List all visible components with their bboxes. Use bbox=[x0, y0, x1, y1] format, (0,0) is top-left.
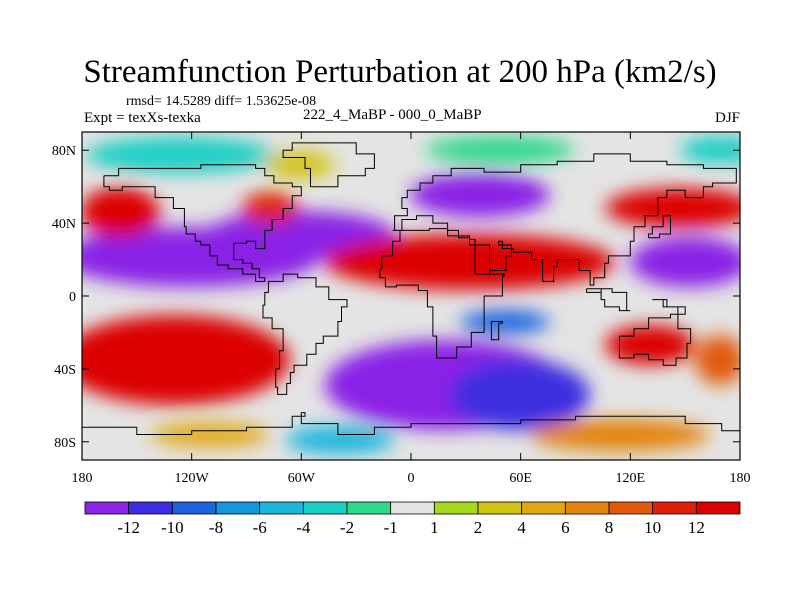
colorbar-label: 4 bbox=[517, 518, 526, 537]
stats-text: rmsd= 14.5289 diff= 1.53625e-08 bbox=[126, 94, 317, 109]
experiment-label: Expt = texXs-texka bbox=[84, 110, 201, 126]
lat-tick-label: 80S bbox=[54, 436, 76, 451]
lat-tick-label: 80N bbox=[52, 144, 76, 159]
plot-title: Streamfunction Perturbation at 200 hPa (… bbox=[83, 54, 717, 90]
coastline-segment bbox=[392, 153, 737, 286]
colorbar-label: 6 bbox=[561, 518, 570, 537]
contour-region bbox=[82, 187, 160, 237]
colorbar-swatch bbox=[302, 501, 348, 515]
colorbar-label: 8 bbox=[605, 518, 614, 537]
coastline-segment bbox=[652, 299, 686, 315]
contour-region bbox=[695, 335, 740, 385]
colorbar-swatch bbox=[390, 501, 435, 515]
coastlines bbox=[82, 142, 740, 435]
lon-tick-label: 180 bbox=[72, 471, 93, 486]
lat-tick-label: 40N bbox=[52, 217, 76, 232]
colorbar-swatch bbox=[259, 501, 304, 515]
streamfunction-field bbox=[82, 136, 740, 454]
colorbar-swatch bbox=[128, 501, 173, 515]
lat-tick-label: 40S bbox=[54, 363, 76, 378]
contour-region bbox=[630, 237, 740, 287]
contour-region bbox=[85, 137, 275, 173]
colorbar-swatch bbox=[564, 501, 610, 515]
contour-region bbox=[285, 426, 395, 454]
lat-tick-label: 0 bbox=[69, 290, 76, 305]
colorbar-label: 12 bbox=[688, 518, 705, 537]
season-label: DJF bbox=[714, 110, 740, 126]
colorbar-label: 2 bbox=[474, 518, 483, 537]
colorbar-label: -10 bbox=[161, 518, 184, 537]
colorbar-swatch bbox=[608, 501, 654, 515]
coastline-segment bbox=[618, 313, 692, 366]
colorbar-label: -2 bbox=[340, 518, 354, 537]
contour-region bbox=[150, 423, 270, 447]
coastline-segment bbox=[379, 228, 505, 359]
lon-tick-label: 120E bbox=[616, 471, 646, 486]
colorbar-label: -12 bbox=[117, 518, 140, 537]
contour-region bbox=[205, 211, 395, 259]
axis-ticks: 180 120W 60W 0 60E 120E 180 80N 40N 0 40S 80S bbox=[52, 132, 751, 486]
colorbar-swatch bbox=[171, 501, 217, 515]
contour-region bbox=[680, 136, 740, 164]
colorbar-label: 1 bbox=[430, 518, 439, 537]
contour-region bbox=[82, 315, 290, 405]
colorbar-swatch bbox=[346, 501, 392, 515]
colorbar-label: -4 bbox=[296, 518, 311, 537]
contour-region bbox=[530, 419, 710, 451]
colorbar-label: -8 bbox=[209, 518, 223, 537]
lon-tick-label: 0 bbox=[408, 471, 415, 486]
colorbar-label: 10 bbox=[644, 518, 661, 537]
contour-region bbox=[605, 188, 740, 228]
coastline-segment bbox=[82, 412, 740, 435]
colorbar-swatch bbox=[695, 501, 741, 515]
lon-tick-label: 60E bbox=[509, 471, 532, 486]
lon-tick-label: 60W bbox=[288, 471, 316, 486]
contour-region bbox=[425, 136, 575, 164]
coastline-segment bbox=[586, 288, 631, 312]
coastline-segment bbox=[262, 273, 348, 395]
contour-region bbox=[242, 192, 298, 224]
colorbar-swatch bbox=[433, 501, 479, 515]
colorbar-swatch bbox=[521, 501, 566, 515]
coastline-segment bbox=[103, 164, 302, 282]
contour-region bbox=[605, 325, 695, 365]
colorbar-swatch bbox=[477, 501, 523, 515]
colorbar-swatch bbox=[652, 501, 697, 515]
colorbar-label: -6 bbox=[253, 518, 267, 537]
map-area bbox=[82, 132, 740, 460]
contour-region bbox=[460, 310, 550, 334]
coastline-segment bbox=[490, 321, 503, 341]
contour-region bbox=[450, 360, 590, 430]
lon-tick-label: 180 bbox=[730, 471, 751, 486]
colorbar-swatch bbox=[215, 501, 261, 515]
colorbar-label: -1 bbox=[384, 518, 398, 537]
coastline-segment bbox=[282, 142, 375, 188]
lon-tick-label: 120W bbox=[175, 471, 210, 486]
coastline-segment bbox=[648, 215, 671, 239]
colorbar-swatch bbox=[84, 501, 130, 515]
contour-region bbox=[265, 151, 335, 179]
difference-label: 222_4_MaBP - 000_0_MaBP bbox=[303, 107, 482, 123]
colorbar: -12 -10 -8 -6 -4 -2 -1 1 2 4 6 8 10 12 bbox=[84, 501, 741, 537]
contour-region bbox=[410, 173, 550, 217]
